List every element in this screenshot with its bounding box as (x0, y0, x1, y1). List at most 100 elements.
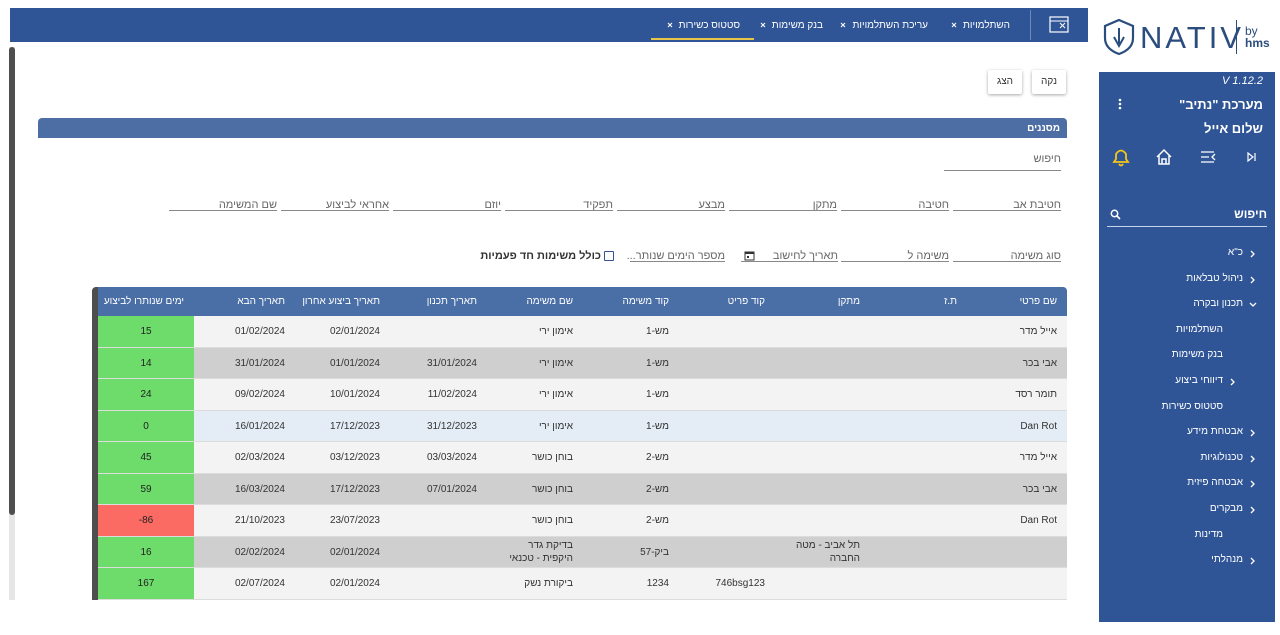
filter-underline[interactable] (393, 210, 501, 211)
menu-chevron[interactable] (1248, 454, 1258, 464)
filter-underline[interactable] (729, 210, 837, 211)
table-cell: מש-2 (646, 515, 669, 527)
tab[interactable]: סטטוס כשירות (650, 8, 754, 42)
bell-icon[interactable] (1112, 149, 1130, 167)
clear-button[interactable]: נקה (1032, 70, 1066, 94)
menu-item[interactable]: סטטוס כשירות (1161, 400, 1223, 412)
filter-label: חטיבה (918, 199, 949, 211)
window-icon[interactable] (1049, 16, 1069, 34)
calendar-icon[interactable] (744, 250, 755, 261)
filter-underline[interactable] (281, 210, 389, 211)
tab-close[interactable] (665, 20, 675, 30)
table-cell: מש-1 (646, 326, 669, 338)
column-header[interactable]: שם משימה (526, 296, 573, 307)
table-row[interactable] (98, 473, 1067, 505)
column-header[interactable]: קוד משימה (622, 296, 670, 307)
menu-item[interactable]: דיווחי ביצוע (1175, 375, 1223, 386)
tab-close[interactable] (949, 20, 959, 30)
skip-icon[interactable] (1247, 151, 1256, 163)
column-header[interactable]: תאריך תכנון (426, 296, 477, 307)
filters-header[interactable] (38, 118, 1067, 138)
column-header[interactable]: ת.ז (944, 296, 957, 307)
search-underline[interactable] (944, 170, 1061, 171)
show-button[interactable]: הצג (988, 70, 1022, 94)
menu-item[interactable]: אבטחה פיזית (1187, 477, 1243, 489)
menu-item[interactable]: טכנולוגיות (1200, 451, 1244, 463)
filter-underline[interactable] (953, 261, 1061, 262)
filter-underline[interactable] (617, 210, 725, 211)
table-cell: תל אביב - מטה החברה (795, 540, 860, 565)
menu-item[interactable]: מבקרים (1209, 503, 1243, 514)
column-header[interactable]: שם פרטי (1019, 296, 1057, 307)
filter-underline[interactable] (630, 261, 725, 262)
search-icon[interactable] (1110, 209, 1121, 220)
menu-item[interactable]: השתלמויות (1175, 323, 1223, 335)
table-cell: 02/07/2024 (234, 578, 285, 590)
table-cell: Dan Rot (1020, 420, 1057, 432)
table-cell: מש-2 (646, 483, 669, 495)
filter-label: סוג משימה (1010, 250, 1061, 262)
menu-item[interactable]: תכנון ובקרה (1193, 298, 1243, 310)
tab-label: השתלמויות (962, 19, 1010, 31)
menu-item[interactable]: מדינות (1194, 528, 1223, 540)
tab-close[interactable] (758, 20, 768, 30)
menu-item[interactable]: בנק משימות (1171, 349, 1223, 361)
column-header[interactable]: ימים שנותרו לביצוע (103, 296, 184, 307)
tab-close[interactable] (838, 20, 848, 30)
table-cell: 10/01/2024 (329, 389, 380, 401)
column-header[interactable]: מתקן (837, 296, 860, 307)
filter-underline[interactable] (841, 210, 949, 211)
table-cell: 21/10/2023 (234, 515, 285, 527)
menu-chevron[interactable] (1248, 300, 1258, 310)
system-name: מערכת "נתיב" (1179, 97, 1263, 112)
table-cell: 23/07/2023 (329, 515, 380, 527)
menu-item[interactable]: מנהלתי (1211, 554, 1243, 566)
menu-chevron[interactable] (1248, 428, 1258, 438)
search-label: חיפוש (1033, 153, 1061, 165)
menu-item[interactable]: ניהול טבלאות (1186, 272, 1243, 284)
table-border (92, 287, 98, 600)
menu-chevron[interactable] (1228, 377, 1238, 387)
checkbox[interactable] (604, 251, 614, 261)
table-row[interactable] (98, 505, 1067, 537)
filter-label: אחראי לביצוע (325, 199, 389, 211)
menu-chevron[interactable] (1248, 505, 1258, 515)
menu-item[interactable]: אבטחת מידע (1187, 426, 1243, 438)
tab[interactable]: השתלמויות (935, 8, 1024, 42)
table-row[interactable] (98, 316, 1067, 348)
home-icon[interactable] (1156, 148, 1172, 165)
column-header[interactable]: תאריך הבא (237, 296, 285, 307)
days-cell (98, 473, 194, 505)
tab[interactable]: בנק משימות (744, 8, 837, 42)
menu-chevron[interactable] (1248, 275, 1258, 285)
filter-underline[interactable] (505, 210, 613, 211)
filter-underline[interactable] (741, 261, 838, 262)
menu-chevron[interactable] (1248, 479, 1258, 489)
days-value: 24 (140, 389, 152, 400)
filter-underline[interactable] (169, 210, 277, 211)
column-header[interactable]: קוד פריט (727, 296, 765, 307)
table-row[interactable] (98, 442, 1067, 474)
tab[interactable]: עריכת השתלמויות (824, 8, 942, 42)
more-menu[interactable] (1117, 98, 1123, 110)
logo-brand: NATIV (1140, 20, 1244, 55)
table-row[interactable] (98, 347, 1067, 379)
table-row[interactable] (98, 410, 1067, 442)
table-row[interactable] (98, 568, 1067, 600)
filter-underline[interactable] (841, 261, 949, 262)
menu-icon[interactable] (1201, 151, 1216, 163)
filter-underline[interactable] (953, 210, 1061, 211)
column-header[interactable]: תאריך ביצוע אחרון (302, 296, 380, 307)
filter-label: מתקן (812, 199, 837, 211)
menu-chevron[interactable] (1248, 249, 1258, 259)
days-value: 14 (140, 357, 152, 369)
menu-chevron[interactable] (1248, 556, 1258, 566)
days-cell (98, 505, 194, 537)
sidebar-search-underline[interactable] (1107, 226, 1267, 227)
menu-item[interactable]: כ"א (1227, 247, 1243, 258)
scroll-thumb[interactable] (9, 47, 15, 515)
table-row[interactable] (98, 379, 1067, 411)
table-cell: 03/03/2024 (426, 452, 477, 464)
table-cell: בוחן כושר (531, 452, 573, 464)
table-row[interactable] (98, 536, 1067, 568)
